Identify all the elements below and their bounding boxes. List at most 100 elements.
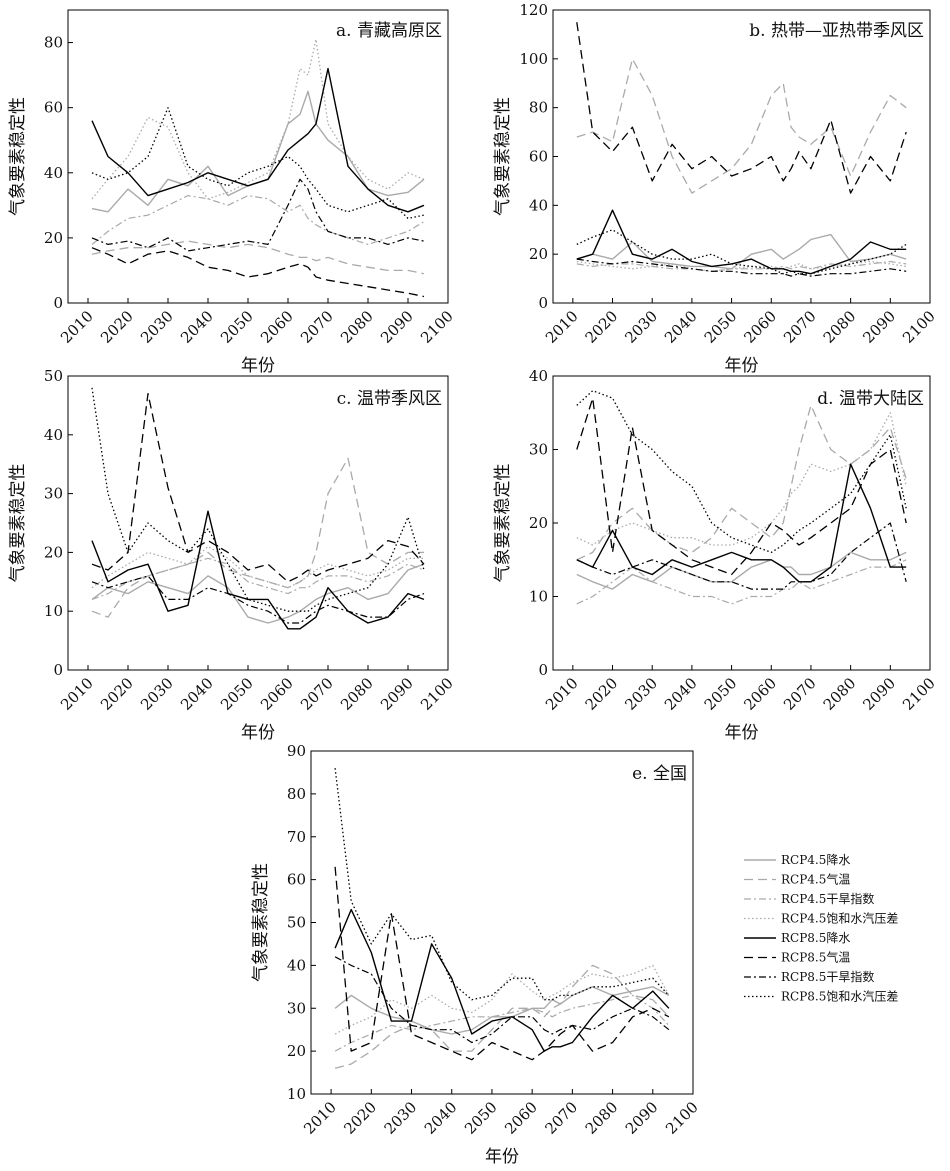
series-line-2 (576, 58, 907, 194)
y-tick-label: 60 (44, 99, 63, 117)
series-line-5 (576, 209, 907, 275)
y-tick-label: 70 (287, 828, 306, 846)
series-line-3 (576, 559, 907, 605)
panel-title: e. 全国 (632, 764, 687, 784)
x-tick-label: 2050 (217, 307, 257, 347)
y-axis-title: 气象要素稳定性 (8, 464, 28, 583)
x-axis-title: 年份 (725, 723, 759, 743)
series-line-3 (334, 994, 670, 1052)
y-tick-label: 50 (287, 914, 306, 932)
legend-label-4: RCP4.5饱和水汽压差 (781, 911, 898, 926)
y-tick-label: 20 (44, 229, 63, 247)
x-tick-label: 2090 (859, 307, 899, 347)
panel-title: a. 青藏高原区 (336, 21, 442, 41)
y-tick-label: 90 (287, 742, 306, 760)
series-line-6 (576, 397, 907, 576)
series-line-5 (334, 908, 670, 1052)
plot-frame (552, 375, 931, 671)
series-line-6 (334, 866, 670, 1061)
x-tick-label: 2070 (780, 674, 820, 714)
x-tick-label: 2090 (622, 1098, 662, 1138)
panel-title: d. 温带大陆区 (817, 389, 924, 409)
y-tick-label: 10 (287, 1085, 306, 1103)
y-tick-label: 0 (53, 294, 63, 312)
y-tick-label: 40 (287, 956, 306, 974)
series-line-7 (91, 575, 425, 624)
x-axis-title: 年份 (725, 356, 759, 376)
x-tick-label: 2100 (899, 307, 939, 347)
x-axis-title: 年份 (241, 356, 275, 376)
y-tick-label: 40 (44, 426, 63, 444)
x-tick-label: 2100 (662, 1098, 702, 1138)
x-tick-label: 2040 (177, 307, 217, 347)
y-tick-label: 20 (529, 514, 548, 532)
x-tick-label: 2080 (582, 1098, 622, 1138)
series-line-7 (576, 522, 907, 590)
x-tick-label: 2030 (381, 1098, 421, 1138)
x-tick-label: 2090 (377, 674, 417, 714)
y-tick-label: 20 (287, 1042, 306, 1060)
series-line-5 (91, 510, 425, 630)
x-tick-label: 2010 (542, 674, 582, 714)
series-line-3 (91, 195, 425, 245)
y-tick-label: 100 (519, 50, 548, 68)
y-tick-label: 0 (53, 661, 63, 679)
y-tick-label: 40 (529, 367, 548, 385)
x-tick-label: 2090 (377, 307, 417, 347)
legend-label-5: RCP8.5降水 (781, 931, 850, 945)
series-line-1 (91, 563, 425, 624)
x-tick-label: 2020 (582, 307, 622, 347)
x-tick-label: 2100 (417, 674, 457, 714)
x-tick-label: 2060 (740, 674, 780, 714)
series-line-7 (91, 178, 425, 252)
x-tick-label: 2100 (417, 307, 457, 347)
x-tick-label: 2010 (57, 307, 97, 347)
series-line-1 (576, 233, 907, 270)
y-tick-label: 80 (44, 34, 63, 52)
y-tick-label: 50 (44, 367, 63, 385)
series-line-5 (91, 67, 425, 213)
y-tick-label: 120 (519, 1, 548, 19)
series-line-8 (576, 229, 907, 275)
y-axis-title: 气象要素稳定性 (493, 97, 513, 216)
legend-label-2: RCP4.5气温 (781, 872, 850, 887)
x-tick-label: 2050 (701, 674, 741, 714)
x-tick-label: 2030 (621, 307, 661, 347)
y-tick-label: 10 (44, 602, 63, 620)
y-axis-title: 气象要素稳定性 (493, 464, 513, 583)
series-line-1 (91, 90, 425, 213)
y-tick-label: 40 (529, 196, 548, 214)
y-tick-label: 10 (529, 588, 548, 606)
series-line-4 (91, 38, 425, 200)
series-line-1 (576, 551, 907, 590)
y-tick-label: 60 (287, 871, 306, 889)
x-tick-label: 2080 (337, 307, 377, 347)
series-line-2 (334, 964, 670, 1069)
x-tick-label: 2070 (541, 1098, 581, 1138)
x-tick-label: 2060 (257, 307, 297, 347)
x-tick-label: 2070 (780, 307, 820, 347)
x-tick-label: 2020 (582, 674, 622, 714)
x-tick-label: 2050 (217, 674, 257, 714)
series-line-3 (576, 260, 907, 272)
series-line-8 (576, 390, 907, 554)
x-tick-label: 2060 (501, 1098, 541, 1138)
series-line-5 (576, 463, 907, 583)
x-tick-label: 2090 (859, 674, 899, 714)
legend-label-8: RCP8.5饱和水汽压差 (781, 989, 898, 1004)
y-tick-label: 60 (529, 148, 548, 166)
x-tick-label: 2010 (300, 1098, 340, 1138)
plot-frame (67, 375, 449, 671)
plot-frame (67, 9, 449, 304)
y-tick-label: 0 (538, 294, 548, 312)
plot-frame (310, 750, 694, 1095)
chart-legend: RCP4.5降水 RCP4.5气温 RCP4.5干旱指数 RCP4.5饱和水汽压差 RC… (744, 853, 898, 1004)
legend-label-1: RCP4.5降水 (781, 853, 850, 867)
series-line-6 (91, 247, 425, 298)
legend-label-3: RCP4.5干旱指数 (781, 891, 874, 906)
x-tick-label: 2060 (740, 307, 780, 347)
